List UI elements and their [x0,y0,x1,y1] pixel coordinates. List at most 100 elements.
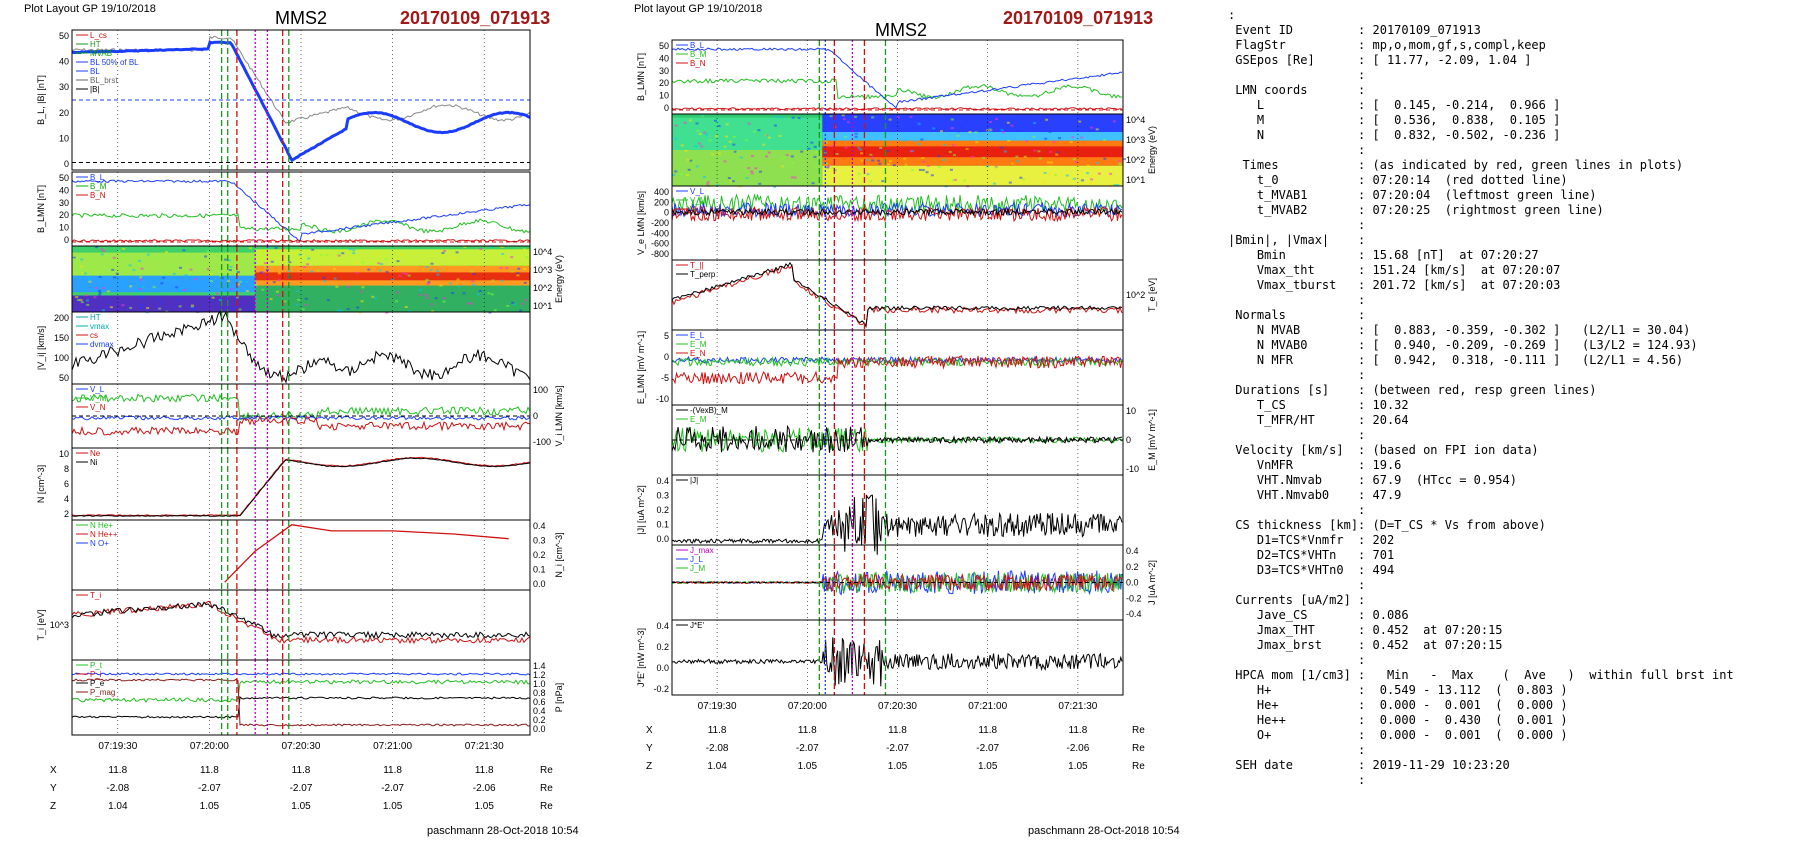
gridlines [716,545,1079,620]
ytick-label: 5 [664,331,669,341]
spectrogram-pixel [229,288,233,291]
info-line: t_MVAB2 : 07:20:25 (rightmost green line… [1228,203,1604,217]
spectrogram-pixel [487,292,491,295]
spectrogram-pixel [283,300,287,303]
trace-Tpar [71,600,531,645]
spectrogram-pixel [219,274,223,277]
spectrogram-pixel [75,296,79,299]
xtick-label: 07:21:30 [1058,701,1097,712]
ylabel: |V_i| [km/s] [36,326,46,370]
ytick-label: 1.0 [533,679,546,689]
spectrogram-pixel [993,182,997,185]
legend-entry: |J| [690,476,698,485]
spectrogram-pixel [259,271,263,274]
spectrogram-pixel [844,146,848,149]
spectrogram-pixel [431,310,435,313]
spectrogram-pixel [940,130,944,133]
spectrogram-pixel [1116,184,1120,187]
spectrogram-pixel [1055,153,1059,156]
spectrogram-pixel [887,163,891,166]
spectrogram-pixel [1052,141,1056,144]
spectrogram-pixel [418,289,422,292]
info-line: : [1228,8,1236,22]
spectrogram-pixel [443,249,447,252]
spectrogram-pixel [302,265,306,268]
spectrogram-pixel [842,118,846,121]
spectrogram-pixel [501,252,505,255]
spectrogram-pixel [988,128,992,131]
pos-row-value: -2.08 [106,783,129,794]
panel-frame [671,619,1124,696]
spectrogram-pixel [140,267,144,270]
spectrogram-pixel [129,306,133,309]
spectrogram-pixel [1090,178,1094,181]
spectrogram-pixel [878,162,882,165]
spectrogram-pixel [407,274,411,277]
ytick-label: 6 [64,479,69,489]
ylabel: T_e [eV] [1147,278,1157,312]
legend-entry: HT [90,40,101,49]
spectrogram-pixel [1017,130,1021,133]
trace-Vi [71,310,531,384]
spectrogram-pixel [841,114,845,117]
spectrogram-pixel [698,132,702,135]
gridlines [117,246,485,312]
spectrogram-pixel [854,132,858,135]
info-line: Times : (as indicated by red, green line… [1228,158,1684,172]
spectrogram-pixel [717,125,721,128]
trace-BN [671,107,1123,111]
info-line: Vmax_tht : 151.24 [km/s] at 07:20:07 [1228,263,1561,277]
info-line: : [1228,368,1366,382]
spectrogram-pixel [98,291,102,294]
spectrogram-pixel [946,180,950,183]
spectrogram-pixel [1089,181,1093,184]
pos-row-value: 1.05 [474,801,494,812]
spectrogram-pixel [425,265,429,268]
spectrogram-pixel [1037,150,1041,153]
trace-EMg [671,426,1123,454]
ytick-label: 10^1 [1126,175,1145,185]
trace-J [671,494,1123,555]
spectrogram-pixel [949,168,953,171]
spectrogram-pixel [132,269,136,272]
xtick-label: 07:20:00 [788,701,827,712]
pos-row-value: 11.8 [383,765,402,776]
legend-entry: HT [90,313,101,322]
spectrogram-pixel [917,143,921,146]
spectrogram-pixel [367,268,371,271]
spectrogram-pixel [341,252,345,255]
trace-NHepp [224,524,509,583]
ytick-label: 20 [59,210,69,220]
spectrogram-pixel [163,272,167,275]
spectrogram-pixel [113,276,117,279]
trace-VL [71,393,531,421]
spectrogram-pixel [516,272,520,275]
pos-row-label: X [646,725,653,736]
spectrogram-pixel [179,266,183,269]
legend-entry: J*E' [690,621,704,630]
ytick-label: 50 [659,41,669,51]
spectrogram-pixel [121,304,125,307]
spectrogram-pixel [525,256,529,259]
spectrogram-pixel [175,286,179,289]
spectrogram-pixel [723,145,727,148]
trace-BL [71,179,531,242]
spectrogram-pixel [346,308,350,311]
legend-entry: P_mag [90,688,115,697]
spectrogram-pixel [791,116,795,119]
spectrogram-pixel [833,169,837,172]
spectrogram-pixel [269,298,273,301]
spectrogram-pixel [83,272,87,275]
spectrogram-pixel [881,180,885,183]
spectrogram-pixel [93,296,97,299]
info-line: FlagStr : mp,o,mom,gf,s,compl,keep [1228,38,1546,52]
spectrogram-pixel [469,302,473,305]
spectrogram-pixel [750,172,754,175]
ylabel: V_e LMN [km/s] [636,191,646,255]
spectrogram-pixel [913,139,917,142]
spectrogram-pixel [218,299,222,302]
spectrogram-pixel [1102,128,1106,131]
spectrogram-pixel [254,283,258,286]
